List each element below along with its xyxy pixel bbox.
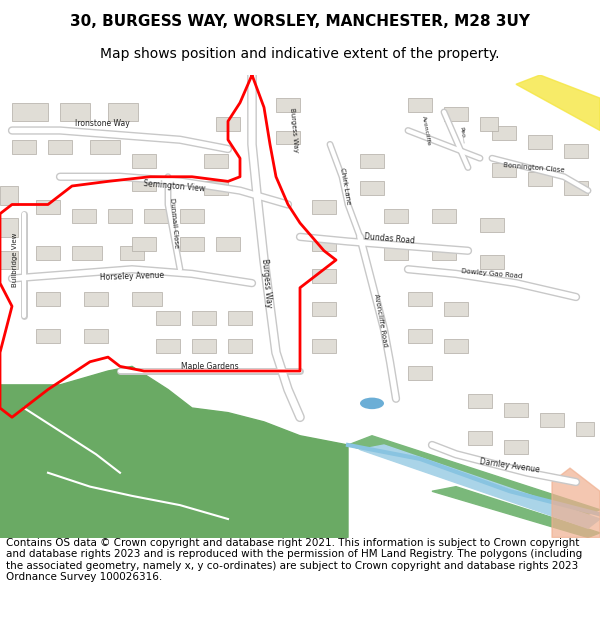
Bar [360, 154, 384, 168]
Text: Maple Gardens: Maple Gardens [181, 362, 239, 371]
Bar [132, 292, 162, 306]
Bar [228, 311, 252, 325]
Bar [492, 126, 516, 140]
Bar [216, 117, 240, 131]
Bar [480, 218, 504, 232]
Bar [480, 256, 504, 269]
Bar [108, 102, 138, 121]
Bar [132, 177, 156, 191]
Text: Burgess Way: Burgess Way [260, 258, 274, 308]
Text: Contains OS data © Crown copyright and database right 2021. This information is : Contains OS data © Crown copyright and d… [6, 538, 582, 582]
Bar [480, 117, 498, 131]
Text: Avoncliffe: Avoncliffe [421, 115, 431, 146]
Text: Map shows position and indicative extent of the property.: Map shows position and indicative extent… [100, 47, 500, 61]
Bar [84, 329, 108, 343]
Text: Dowley Gao Road: Dowley Gao Road [461, 268, 523, 279]
Text: Dundas Road: Dundas Road [364, 232, 416, 246]
Bar [36, 292, 60, 306]
Bar [408, 366, 432, 380]
Text: Dunmail Close: Dunmail Close [169, 198, 179, 248]
Ellipse shape [360, 398, 384, 409]
Text: Bullbridge View: Bullbridge View [12, 232, 18, 288]
Bar [408, 98, 432, 112]
Bar [312, 302, 336, 316]
Bar [528, 172, 552, 186]
Text: Semington View: Semington View [143, 179, 205, 193]
Bar [468, 394, 492, 408]
Bar [528, 135, 552, 149]
Bar [504, 441, 528, 454]
Polygon shape [432, 487, 600, 538]
Polygon shape [0, 366, 348, 538]
Bar [120, 246, 144, 260]
Bar [0, 251, 18, 269]
Bar [576, 422, 594, 436]
Bar [444, 339, 468, 352]
Text: 30, BURGESS WAY, WORSLEY, MANCHESTER, M28 3UY: 30, BURGESS WAY, WORSLEY, MANCHESTER, M2… [70, 14, 530, 29]
Bar [276, 131, 300, 144]
Bar [468, 431, 492, 445]
Bar [384, 246, 408, 260]
Bar [432, 246, 456, 260]
Bar [132, 237, 156, 251]
Bar [192, 339, 216, 352]
Bar [72, 209, 96, 223]
Polygon shape [516, 75, 600, 131]
Bar [360, 181, 384, 195]
Bar [408, 292, 432, 306]
Bar [312, 200, 336, 214]
Bar [36, 246, 60, 260]
Text: Chirk Lane: Chirk Lane [339, 167, 351, 205]
Text: Horseley Avenue: Horseley Avenue [100, 271, 164, 282]
Bar [504, 403, 528, 418]
Bar [12, 102, 48, 121]
Bar [108, 209, 132, 223]
Bar [540, 412, 564, 426]
Bar [84, 292, 108, 306]
Bar [432, 209, 456, 223]
Bar [564, 144, 588, 158]
Bar [216, 237, 240, 251]
Bar [492, 163, 516, 177]
Bar [192, 311, 216, 325]
Bar [204, 181, 228, 195]
Polygon shape [348, 436, 600, 519]
Bar [0, 218, 18, 237]
Bar [180, 209, 204, 223]
Bar [156, 339, 180, 352]
Polygon shape [360, 445, 600, 528]
Text: Darnley Avenue: Darnley Avenue [479, 457, 541, 474]
Bar [312, 339, 336, 352]
Bar [90, 140, 120, 154]
Text: Peo...: Peo... [458, 126, 466, 144]
Bar [12, 140, 36, 154]
Bar [312, 269, 336, 283]
Bar [312, 237, 336, 251]
Bar [48, 140, 72, 154]
Bar [228, 339, 252, 352]
Bar [564, 181, 588, 195]
Text: Burgess Way: Burgess Way [289, 108, 299, 153]
Bar [156, 311, 180, 325]
Bar [132, 154, 156, 168]
Bar [204, 154, 228, 168]
Bar [408, 329, 432, 343]
Bar [180, 237, 204, 251]
Bar [384, 209, 408, 223]
Text: Ironstone Way: Ironstone Way [74, 119, 130, 128]
Bar [444, 107, 468, 121]
Bar [72, 246, 102, 260]
Text: Bonnington Close: Bonnington Close [503, 162, 565, 173]
Bar [276, 98, 300, 112]
Bar [444, 302, 468, 316]
Bar [36, 200, 60, 214]
Bar [144, 209, 168, 223]
Polygon shape [552, 468, 600, 538]
Bar [0, 186, 18, 204]
Text: Avoncliffe Road: Avoncliffe Road [373, 293, 389, 347]
Bar [60, 102, 90, 121]
Bar [36, 329, 60, 343]
